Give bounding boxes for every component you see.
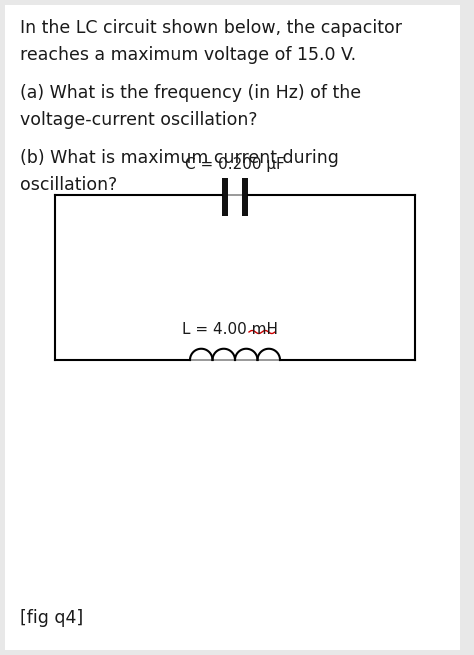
Text: L = 4.00 mH: L = 4.00 mH	[182, 322, 278, 337]
Text: [fig q4]: [fig q4]	[20, 609, 83, 627]
Text: oscillation?: oscillation?	[20, 176, 117, 195]
Text: voltage-current oscillation?: voltage-current oscillation?	[20, 111, 257, 130]
Text: (a) What is the frequency (in Hz) of the: (a) What is the frequency (in Hz) of the	[20, 84, 361, 102]
Text: (b) What is maximum current during: (b) What is maximum current during	[20, 149, 339, 167]
Text: reaches a maximum voltage of 15.0 V.: reaches a maximum voltage of 15.0 V.	[20, 47, 356, 64]
Bar	[222, 178, 228, 216]
Text: C = 0.200 μF: C = 0.200 μF	[185, 157, 285, 172]
Bar	[55, 195, 415, 360]
Bar	[242, 178, 248, 216]
Text: In the LC circuit shown below, the capacitor: In the LC circuit shown below, the capac…	[20, 19, 402, 37]
